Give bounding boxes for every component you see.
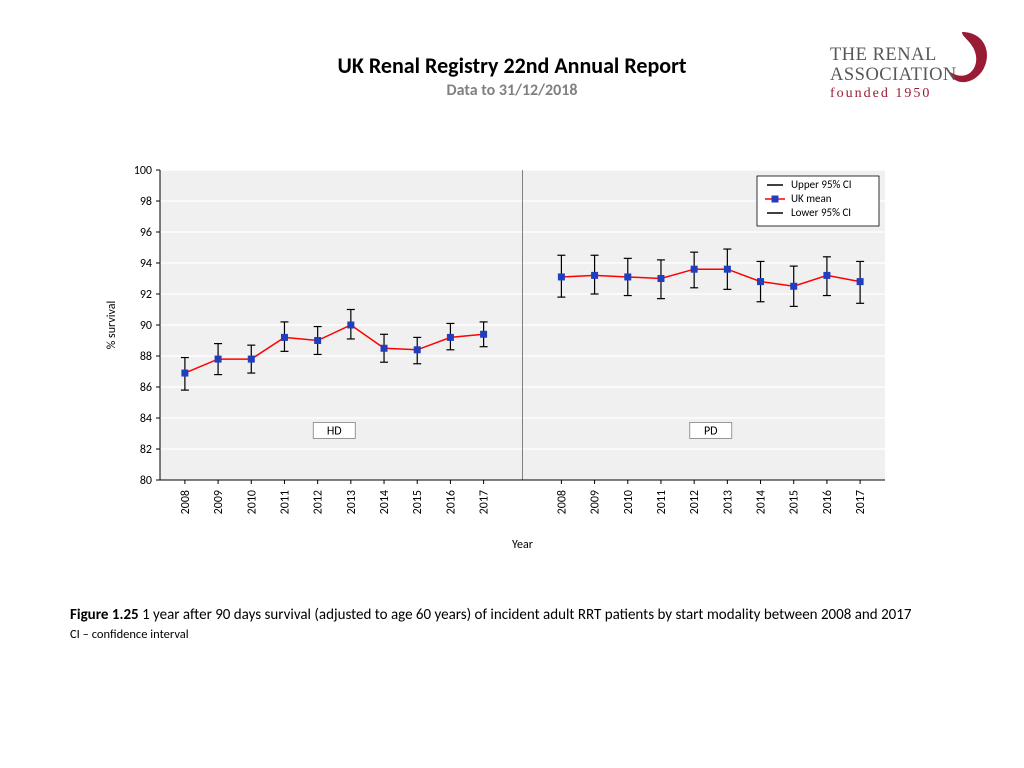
logo-line2: ASSOCIATION bbox=[830, 65, 957, 85]
y-tick: 84 bbox=[140, 412, 152, 426]
y-tick: 86 bbox=[140, 381, 152, 395]
survival-chart: 80 82 84 86 88 90 92 94 96 98 100 2008 2009 2010 2011 2… bbox=[95, 160, 895, 560]
y-tick: 98 bbox=[140, 195, 152, 209]
x-tick: 2016 bbox=[821, 490, 835, 514]
y-tick: 92 bbox=[140, 288, 152, 302]
y-tick: 80 bbox=[140, 474, 152, 488]
figure-caption: Figure 1.25 1 year after 90 days surviva… bbox=[70, 605, 960, 644]
y-axis-label: % survival bbox=[105, 301, 119, 350]
mean-marker bbox=[414, 346, 421, 353]
mean-marker bbox=[215, 356, 222, 363]
mean-marker bbox=[248, 356, 255, 363]
mean-marker bbox=[381, 345, 388, 352]
figure-text: 1 year after 90 days survival (adjusted … bbox=[142, 606, 911, 624]
legend-label: Upper 95% CI bbox=[791, 178, 852, 191]
panel-label: HD bbox=[327, 424, 342, 438]
x-axis-label: Year bbox=[512, 538, 533, 552]
x-tick: 2013 bbox=[721, 490, 735, 514]
x-tick: 2011 bbox=[655, 490, 669, 514]
panel-label: PD bbox=[704, 424, 718, 438]
chart-svg: 80 82 84 86 88 90 92 94 96 98 100 2008 2009 2010 2011 2… bbox=[95, 160, 895, 560]
logo-line3: founded 1950 bbox=[830, 86, 931, 101]
legend-label: UK mean bbox=[791, 192, 832, 205]
mean-marker bbox=[314, 337, 321, 344]
y-tick: 96 bbox=[140, 226, 152, 240]
x-tick: 2009 bbox=[589, 490, 603, 514]
x-tick: 2014 bbox=[378, 490, 392, 514]
y-tick: 100 bbox=[134, 164, 152, 178]
mean-marker bbox=[790, 283, 797, 290]
logo-svg: THE RENAL ASSOCIATION founded 1950 bbox=[824, 30, 994, 110]
x-tick: 2013 bbox=[345, 490, 359, 514]
mean-marker bbox=[591, 272, 598, 279]
mean-marker bbox=[347, 322, 354, 329]
mean-marker bbox=[724, 266, 731, 273]
mean-marker bbox=[181, 370, 188, 377]
legend-marker-icon bbox=[772, 196, 779, 203]
mean-marker bbox=[558, 273, 565, 280]
x-tick: 2009 bbox=[212, 490, 226, 514]
mean-marker bbox=[691, 266, 698, 273]
x-tick: 2008 bbox=[555, 490, 569, 514]
x-tick: 2015 bbox=[788, 490, 802, 514]
mean-marker bbox=[657, 275, 664, 282]
legend-label: Lower 95% CI bbox=[791, 206, 851, 219]
x-tick: 2011 bbox=[278, 490, 292, 514]
x-tick: 2008 bbox=[179, 490, 193, 514]
mean-marker bbox=[624, 273, 631, 280]
x-tick: 2014 bbox=[755, 490, 769, 514]
mean-marker bbox=[857, 278, 864, 285]
x-tick: 2010 bbox=[245, 490, 259, 514]
x-tick: 2016 bbox=[444, 490, 458, 514]
mean-marker bbox=[823, 272, 830, 279]
x-tick: 2012 bbox=[688, 490, 702, 514]
mean-marker bbox=[757, 278, 764, 285]
renal-association-logo: THE RENAL ASSOCIATION founded 1950 bbox=[824, 30, 994, 110]
y-tick: 94 bbox=[140, 257, 152, 271]
mean-marker bbox=[447, 334, 454, 341]
mean-marker bbox=[480, 331, 487, 338]
mean-marker bbox=[281, 334, 288, 341]
x-tick: 2017 bbox=[478, 490, 492, 514]
logo-line1: THE RENAL bbox=[830, 45, 937, 65]
x-tick: 2015 bbox=[411, 490, 425, 514]
y-tick: 88 bbox=[140, 350, 152, 364]
y-tick: 82 bbox=[140, 443, 152, 457]
y-tick: 90 bbox=[140, 319, 152, 333]
x-tick: 2010 bbox=[622, 490, 636, 514]
figure-label: Figure 1.25 bbox=[70, 606, 139, 624]
x-tick: 2012 bbox=[312, 490, 326, 514]
ci-note: CI – confidence interval bbox=[70, 627, 960, 644]
x-tick: 2017 bbox=[854, 490, 868, 514]
